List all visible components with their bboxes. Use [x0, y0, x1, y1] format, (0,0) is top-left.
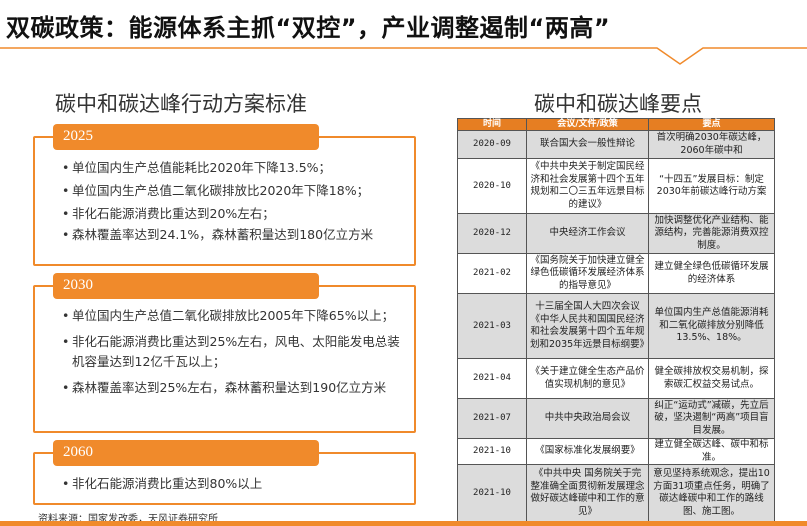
- source-note: 资料来源：国家发改委，天风证券研究所: [38, 514, 218, 525]
- list-item: 非化石能源消费比重达到20%左右；: [62, 202, 402, 225]
- column-header: 会议/文件/政策: [526, 118, 649, 131]
- date-cell: 2021-10: [457, 464, 527, 522]
- policy-table: 时间 会议/文件/政策 要点 2020-09 联合国大会一般性辩论 首次明确2030…: [457, 118, 775, 522]
- list-item: 非化石能源消费比重达到25%左右，风电、太阳能发电总装机容量达到12亿千瓦以上；: [62, 332, 402, 372]
- section-2025-list: 单位国内生产总值能耗比2020年下降13.5%； 单位国内生产总值二氧化碳排放比…: [62, 156, 402, 245]
- document-cell: 十三届全国人大四次会议《中华人民共和国国民经济和社会发展第十四个五年规划和203…: [526, 293, 649, 359]
- column-header: 时间: [457, 118, 527, 131]
- right-heading: 碳中和碳达峰要点: [534, 92, 702, 116]
- section-2060-list: 非化石能源消费比重达到80%以上: [62, 472, 402, 495]
- left-heading: 碳中和碳达峰行动方案标准: [55, 92, 307, 116]
- date-cell: 2020-12: [457, 213, 527, 254]
- date-cell: 2021-03: [457, 293, 527, 359]
- table-row: 2021-03 十三届全国人大四次会议《中华人民共和国国民经济和社会发展第十四个五…: [457, 293, 775, 359]
- bottom-divider: [0, 521, 807, 526]
- title-divider: [0, 47, 807, 65]
- date-cell: 2021-04: [457, 358, 527, 399]
- section-2060-year: 2060: [53, 440, 319, 466]
- keypoint-cell: 首次明确2030年碳达峰，2060年碳中和: [648, 130, 775, 159]
- keypoint-cell: 纠正“运动式”减碳，先立后破，坚决遏制“两高”项目盲目发展。: [648, 398, 775, 439]
- keypoint-cell: 健全碳排放权交易机制，探索碳汇权益交易试点。: [648, 358, 775, 399]
- table-row: 2021-02 《国务院关于加快建立健全绿色低碳循环发展经济体系的指导意见》 建立健…: [457, 253, 775, 294]
- table-row: 2021-04 《关于建立健全生态产品价值实现机制的意见》 健全碳排放权交易机制，探…: [457, 358, 775, 399]
- table-row: 2021-10 《中共中央 国务院关于完整准确全面贯彻新发展理念做好碳达峰碳中和工…: [457, 464, 775, 522]
- table-row: 2020-09 联合国大会一般性辩论 首次明确2030年碳达峰，2060年碳中和: [457, 130, 775, 159]
- list-item: 森林覆盖率达到24.1%，森林蓄积量达到180亿立方米: [62, 225, 402, 245]
- list-item: 单位国内生产总值二氧化碳排放比2020年下降18%；: [62, 179, 402, 202]
- document-cell: 中央经济工作会议: [526, 213, 649, 254]
- page-title: 双碳政策：能源体系主抓“双控”，产业调整遏制“两高”: [6, 14, 611, 42]
- keypoint-cell: 加快调整优化产业结构、能源结构，完善能源消费双控制度。: [648, 213, 775, 254]
- keypoint-cell: 意见坚持系统观念，提出10方面31项重点任务，明确了碳达峰碳中和工作的路线图、施…: [648, 464, 775, 522]
- table-row: 2021-10 《国家标准化发展纲要》 建立健全碳达峰、碳中和标准。: [457, 438, 775, 465]
- list-item: 单位国内生产总值二氧化碳排放比2005年下降65%以上；: [62, 306, 402, 326]
- document-cell: 《国家标准化发展纲要》: [526, 438, 649, 465]
- table-header: 时间 会议/文件/政策 要点: [457, 118, 775, 131]
- column-header: 要点: [648, 118, 775, 131]
- keypoint-cell: 建立健全碳达峰、碳中和标准。: [648, 438, 775, 465]
- list-item: 森林覆盖率达到25%左右，森林蓄积量达到190亿立方米: [62, 378, 402, 398]
- table-row: 2020-10 《中共中央关于制定国民经济和社会发展第十四个五年规划和二〇三五年远…: [457, 158, 775, 214]
- table-row: 2021-07 中共中央政治局会议 纠正“运动式”减碳，先立后破，坚决遏制“两高”项…: [457, 398, 775, 439]
- list-item: 非化石能源消费比重达到80%以上: [62, 472, 402, 495]
- table-row: 2020-12 中央经济工作会议 加快调整优化产业结构、能源结构，完善能源消费双控制…: [457, 213, 775, 254]
- section-2030-list: 单位国内生产总值二氧化碳排放比2005年下降65%以上； 非化石能源消费比重达到…: [62, 306, 402, 398]
- date-cell: 2021-10: [457, 438, 527, 465]
- document-cell: 《关于建立健全生态产品价值实现机制的意见》: [526, 358, 649, 399]
- document-cell: 联合国大会一般性辩论: [526, 130, 649, 159]
- date-cell: 2020-09: [457, 130, 527, 159]
- date-cell: 2021-07: [457, 398, 527, 439]
- keypoint-cell: 建立健全绿色低碳循环发展的经济体系: [648, 253, 775, 294]
- document-cell: 《中共中央 国务院关于完整准确全面贯彻新发展理念做好碳达峰碳中和工作的意见》: [526, 464, 649, 522]
- document-cell: 《国务院关于加快建立健全绿色低碳循环发展经济体系的指导意见》: [526, 253, 649, 294]
- section-2030-year: 2030: [53, 273, 319, 299]
- keypoint-cell: 单位国内生产总值能源消耗和二氧化碳排放分别降低13.5%、18%。: [648, 293, 775, 359]
- document-cell: 中共中央政治局会议: [526, 398, 649, 439]
- document-cell: 《中共中央关于制定国民经济和社会发展第十四个五年规划和二〇三五年远景目标的建议》: [526, 158, 649, 214]
- section-2025-year: 2025: [53, 124, 319, 150]
- date-cell: 2021-02: [457, 253, 527, 294]
- keypoint-cell: “十四五”发展目标：制定2030年前碳达峰行动方案: [648, 158, 775, 214]
- list-item: 单位国内生产总值能耗比2020年下降13.5%；: [62, 156, 402, 179]
- date-cell: 2020-10: [457, 158, 527, 214]
